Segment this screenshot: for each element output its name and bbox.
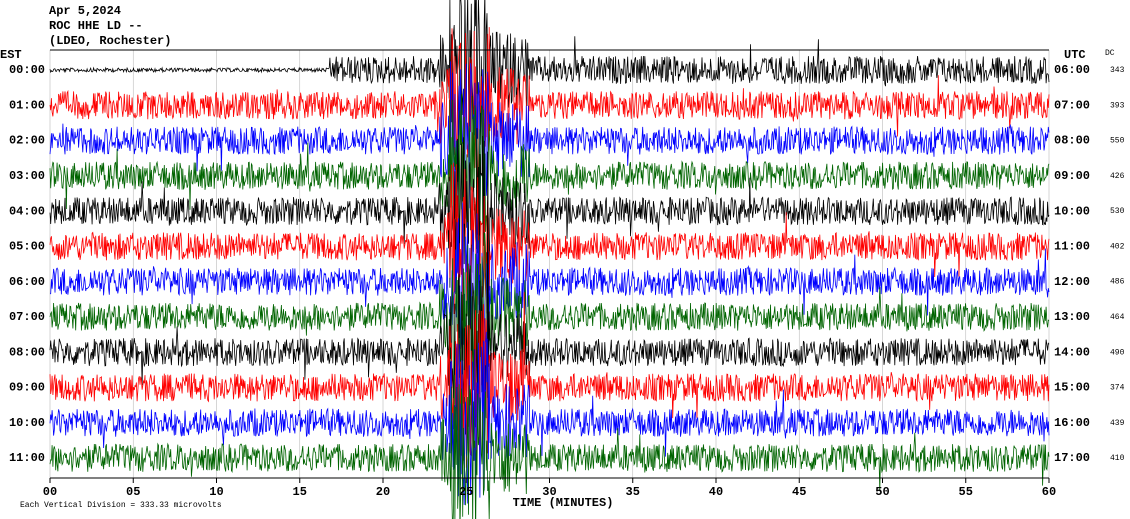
trace bbox=[49, 0, 1050, 149]
x-tick-label: 60 bbox=[1042, 485, 1056, 499]
est-label: 05:00 bbox=[9, 240, 45, 254]
trace bbox=[49, 202, 1050, 418]
dc-label: DC bbox=[1105, 49, 1115, 58]
dc-value: 486 bbox=[1110, 278, 1125, 287]
x-tick-label: 40 bbox=[709, 485, 723, 499]
trace bbox=[49, 331, 1050, 507]
x-tick-label: 55 bbox=[959, 485, 973, 499]
dc-value: 410 bbox=[1110, 454, 1125, 463]
right-axis-label: UTC bbox=[1064, 48, 1086, 62]
utc-label: 09:00 bbox=[1054, 169, 1090, 183]
est-label: 02:00 bbox=[9, 134, 45, 148]
utc-label: 17:00 bbox=[1054, 451, 1090, 465]
est-label: 01:00 bbox=[9, 98, 45, 112]
est-label: 03:00 bbox=[9, 169, 45, 183]
est-label: 09:00 bbox=[9, 381, 45, 395]
dc-value: 530 bbox=[1110, 207, 1125, 216]
dc-value: 393 bbox=[1110, 101, 1125, 110]
note: Each Vertical Division = 333.33 microvol… bbox=[20, 501, 222, 510]
utc-label: 07:00 bbox=[1054, 98, 1090, 112]
x-tick-label: 00 bbox=[43, 485, 57, 499]
trace bbox=[49, 292, 1050, 468]
dc-value: 374 bbox=[1110, 384, 1125, 393]
utc-label: 12:00 bbox=[1054, 275, 1090, 289]
est-label: 10:00 bbox=[9, 416, 45, 430]
x-tick-label: 15 bbox=[293, 485, 307, 499]
utc-label: 13:00 bbox=[1054, 310, 1090, 324]
dc-value: 550 bbox=[1110, 137, 1125, 146]
est-label: 07:00 bbox=[9, 310, 45, 324]
dc-value: 464 bbox=[1110, 313, 1125, 322]
x-axis-label: TIME (MINUTES) bbox=[513, 496, 614, 510]
trace bbox=[49, 151, 1050, 437]
dc-value: 426 bbox=[1110, 172, 1125, 181]
x-tick-label: 50 bbox=[875, 485, 889, 499]
trace bbox=[49, 94, 1050, 254]
dc-value: 402 bbox=[1110, 242, 1125, 251]
x-tick-label: 10 bbox=[209, 485, 223, 499]
x-tick-label: 35 bbox=[626, 485, 640, 499]
trace bbox=[49, 232, 1050, 430]
utc-label: 14:00 bbox=[1054, 345, 1090, 359]
utc-label: 08:00 bbox=[1054, 134, 1090, 148]
dc-value: 439 bbox=[1110, 419, 1125, 428]
utc-label: 16:00 bbox=[1054, 416, 1090, 430]
trace bbox=[49, 162, 1050, 330]
est-label: 11:00 bbox=[9, 451, 45, 465]
utc-label: 15:00 bbox=[1054, 381, 1090, 395]
utc-label: 11:00 bbox=[1054, 240, 1090, 254]
trace bbox=[49, 374, 1050, 519]
x-tick-label: 45 bbox=[792, 485, 806, 499]
dc-value: 490 bbox=[1110, 348, 1125, 357]
x-tick-label: 25 bbox=[459, 485, 473, 499]
x-tick-label: 20 bbox=[376, 485, 390, 499]
left-axis-label: EST bbox=[0, 48, 22, 62]
title-line: ROC HHE LD -- bbox=[49, 19, 143, 33]
title-line: (LDEO, Rochester) bbox=[49, 34, 171, 48]
utc-label: 06:00 bbox=[1054, 63, 1090, 77]
x-tick-label: 05 bbox=[126, 485, 140, 499]
traces bbox=[49, 0, 1050, 519]
est-label: 08:00 bbox=[9, 345, 45, 359]
est-label: 04:00 bbox=[9, 204, 45, 218]
dc-value: 343 bbox=[1110, 66, 1125, 75]
title-line: Apr 5,2024 bbox=[49, 4, 121, 18]
utc-label: 10:00 bbox=[1054, 204, 1090, 218]
est-label: 00:00 bbox=[9, 63, 45, 77]
trace bbox=[49, 61, 1050, 276]
trace bbox=[49, 27, 1050, 182]
trace bbox=[49, 128, 1050, 295]
x-tick-label: 30 bbox=[542, 485, 556, 499]
est-label: 06:00 bbox=[9, 275, 45, 289]
